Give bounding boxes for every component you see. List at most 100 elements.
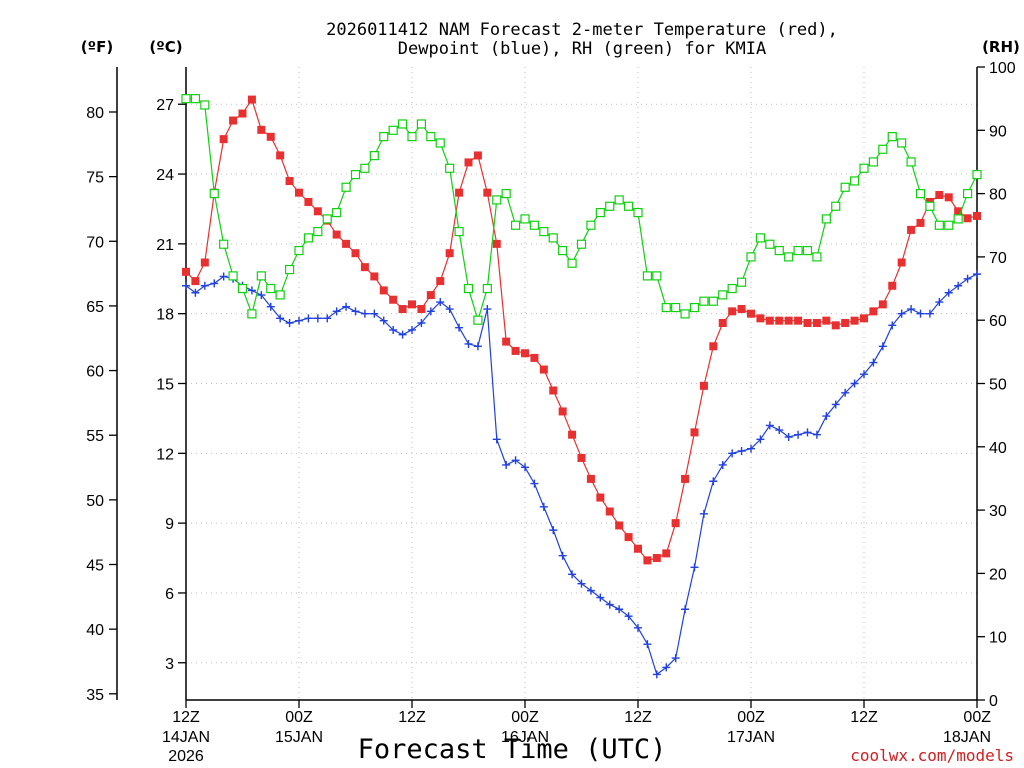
- fahrenheit-tick-label: 35: [86, 687, 104, 704]
- relative-humidity-point: [661, 302, 671, 313]
- relative-humidity-point: [181, 94, 191, 104]
- relative-humidity-point: [812, 252, 822, 262]
- relative-humidity-point: [567, 258, 577, 268]
- relative-humidity-point: [435, 138, 445, 148]
- dewpoint-point: [577, 579, 586, 588]
- time-tick-label-date: 14JAN: [162, 729, 210, 746]
- dewpoint-point: [850, 379, 859, 388]
- dewpoint-point: [426, 307, 435, 316]
- temperature-point: [304, 197, 313, 206]
- fahrenheit-tick-label: 70: [86, 234, 104, 251]
- temperature-point: [379, 286, 388, 295]
- temperature-point: [963, 214, 972, 223]
- relative-humidity-point: [463, 283, 474, 294]
- dewpoint-point: [935, 298, 944, 307]
- time-tick-label-hour: 00Z: [737, 709, 765, 726]
- dewpoint-point: [765, 421, 774, 430]
- dewpoint-point: [634, 623, 642, 632]
- temperature-point: [728, 307, 737, 316]
- relative-humidity-point: [266, 283, 276, 294]
- x-axis-title: Forecast Time (UTC): [358, 734, 667, 765]
- temperature-point: [897, 258, 906, 267]
- relative-humidity-point: [944, 220, 954, 230]
- dewpoint-point: [596, 593, 605, 602]
- dewpoint-point: [775, 426, 784, 435]
- dewpoint-point: [313, 314, 322, 323]
- temperature-point: [765, 316, 774, 325]
- relative-humidity-point: [934, 220, 944, 230]
- time-tick-label-hour: 12Z: [850, 709, 878, 726]
- time-tick-label-date: 16JAN: [501, 729, 549, 746]
- data-series: [181, 94, 982, 679]
- fahrenheit-tick-label: 80: [86, 105, 104, 122]
- time-tick-label-hour: 00Z: [285, 709, 313, 726]
- relative-humidity-line: [186, 97, 978, 323]
- dewpoint-point: [360, 309, 369, 318]
- dewpoint-point: [784, 433, 793, 442]
- dewpoint-point: [445, 305, 454, 314]
- credit-text: coolwx.com/models: [850, 746, 1014, 765]
- dewpoint-point: [295, 316, 303, 325]
- rh-tick-label: 50: [989, 377, 1007, 394]
- temperature-point: [652, 554, 661, 563]
- celsius-unit-label: (ºC): [149, 38, 182, 56]
- dewpoint-point: [182, 281, 190, 290]
- relative-humidity-point: [718, 290, 728, 300]
- dewpoint-point: [794, 430, 803, 439]
- dewpoint-point: [812, 430, 821, 439]
- temperature-point: [605, 507, 614, 516]
- relative-humidity-point: [294, 245, 304, 256]
- relative-humidity-point: [303, 233, 314, 243]
- relative-humidity-point: [614, 195, 624, 205]
- dewpoint-point: [530, 479, 539, 488]
- dewpoint-point: [869, 358, 878, 367]
- temperature-point: [285, 177, 294, 186]
- temperature-point: [182, 267, 190, 276]
- relative-humidity-point: [520, 214, 530, 224]
- temperature-line: [185, 98, 978, 562]
- celsius-tick-label: 21: [156, 237, 174, 254]
- relative-humidity-point: [416, 119, 427, 129]
- temperature-series: [182, 95, 981, 565]
- dewpoint-point: [398, 330, 407, 339]
- temperature-point: [803, 318, 812, 327]
- relative-humidity-point: [284, 264, 295, 275]
- temperature-point: [973, 211, 981, 220]
- dewpoint-point: [191, 288, 200, 297]
- dewpoint-point: [304, 314, 313, 323]
- dewpoint-point: [379, 316, 388, 325]
- time-tick-label-hour: 12Z: [172, 709, 200, 726]
- fahrenheit-tick-label: 40: [86, 622, 104, 639]
- dewpoint-point: [257, 291, 266, 300]
- temperature-point: [888, 281, 897, 290]
- temperature-point: [436, 277, 445, 286]
- dewpoint-point: [747, 444, 755, 453]
- temperature-point: [624, 533, 633, 542]
- relative-humidity-point: [407, 132, 417, 142]
- dewpoint-point: [332, 307, 341, 316]
- temperature-point: [238, 109, 247, 118]
- dewpoint-point: [756, 435, 765, 444]
- celsius-tick-label: 18: [156, 307, 174, 324]
- dewpoint-point: [831, 400, 840, 409]
- relative-humidity-point: [774, 245, 784, 256]
- temperature-point: [389, 295, 398, 304]
- dewpoint-point: [464, 339, 473, 348]
- axes: 35 40 45 50 55 60 65 70 75 80 3 6 9 12 15 18 21 24 27 0 10 20…: [86, 60, 1016, 765]
- temperature-point: [247, 95, 256, 104]
- fahrenheit-tick-label: 75: [86, 170, 104, 187]
- temperature-point: [775, 316, 784, 325]
- relative-humidity-point: [397, 119, 408, 129]
- relative-humidity-point: [802, 245, 813, 256]
- relative-humidity-point: [219, 239, 229, 249]
- temperature-point: [954, 207, 963, 216]
- dewpoint-point: [521, 463, 529, 472]
- rh-tick-label: 20: [989, 566, 1007, 583]
- dewpoint-point: [549, 526, 558, 535]
- dewpoint-point: [841, 388, 850, 397]
- dewpoint-point: [502, 460, 511, 469]
- relative-humidity-point: [275, 290, 285, 300]
- temperature-point: [568, 430, 577, 439]
- rh-tick-label: 10: [989, 630, 1007, 647]
- time-tick-label-date: 15JAN: [275, 729, 323, 746]
